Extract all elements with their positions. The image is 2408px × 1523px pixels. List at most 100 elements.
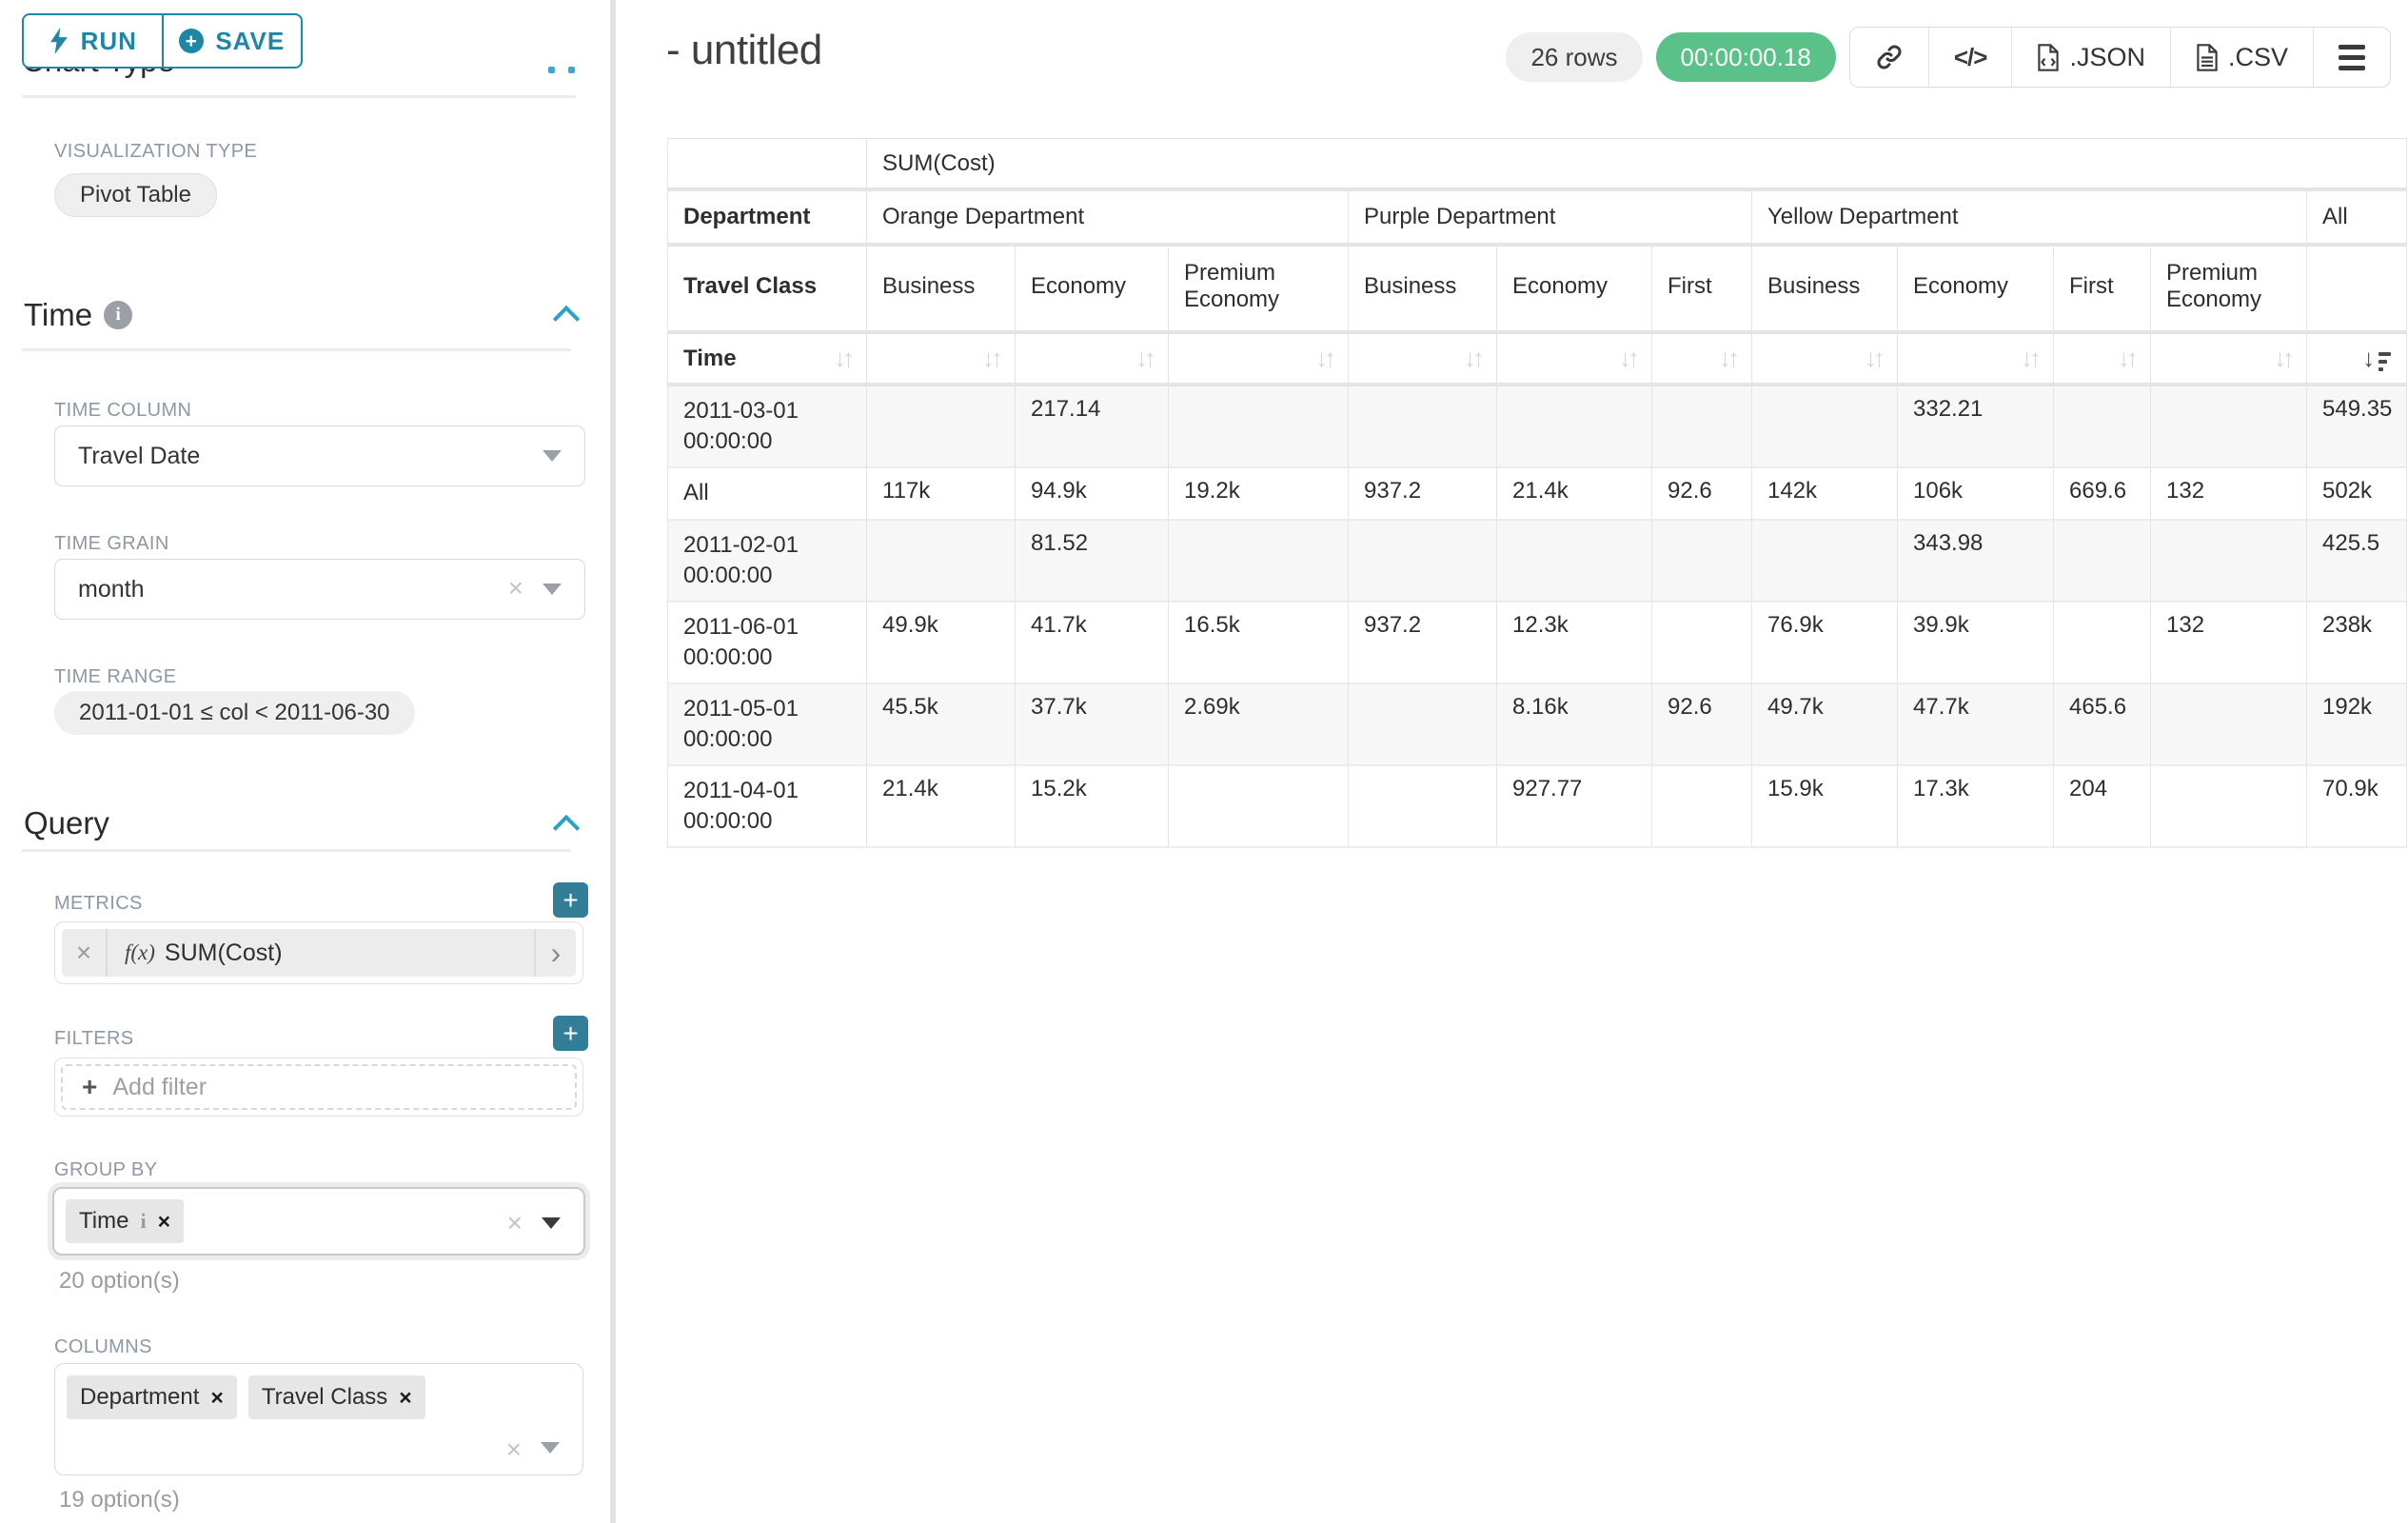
viz-type-pill[interactable]: Pivot Table <box>54 173 217 217</box>
remove-chip-icon[interactable]: × <box>210 1384 224 1410</box>
chevron-right-icon[interactable]: › <box>534 929 576 977</box>
value-cell <box>1349 521 1497 603</box>
view-query-button[interactable]: </> <box>1927 28 2012 87</box>
value-cell <box>1349 766 1497 848</box>
export-json-label: .JSON <box>2069 42 2145 71</box>
chevron-down-icon <box>541 1442 560 1454</box>
panel-resize-divider[interactable] <box>610 0 616 1523</box>
sort-desc-icon[interactable]: ↓ <box>2362 344 2392 373</box>
time-range-pill[interactable]: 2011-01-01 ≤ col < 2011-06-30 <box>54 691 415 735</box>
time-grain-select[interactable]: month × <box>54 559 585 620</box>
add-filter-dropzone[interactable]: + Add filter <box>61 1064 577 1110</box>
value-cell <box>2054 603 2151 684</box>
sort-icon[interactable]: ↓↑ <box>2021 344 2042 372</box>
department-group-header: Yellow Department <box>1752 191 2307 247</box>
remove-chip-icon[interactable]: × <box>157 1208 171 1234</box>
menu-button[interactable] <box>2313 28 2390 87</box>
value-cell: 204 <box>2054 766 2151 848</box>
export-csv-label: .CSV <box>2227 42 2288 71</box>
table-row: 2011-06-01 00:00:00 49.9k 41.7k 16.5k 937.2 1… <box>668 603 2408 684</box>
value-cell: 39.9k <box>1898 603 2054 684</box>
department-group-header: Orange Department <box>867 191 1349 247</box>
department-row-header: Department <box>668 191 867 247</box>
query-section-header[interactable]: Query <box>24 805 109 841</box>
row-label: 2011-05-01 00:00:00 <box>668 684 867 766</box>
columns-select[interactable]: Department × Travel Class × × <box>54 1363 583 1475</box>
value-cell: 70.9k <box>2307 766 2408 848</box>
sort-icon[interactable]: ↓↑ <box>1865 344 1885 372</box>
sort-icon[interactable]: ↓↑ <box>1719 344 1740 372</box>
clear-icon[interactable]: × <box>507 573 523 603</box>
filters-label: FILTERS <box>54 1028 134 1049</box>
columns-chip[interactable]: Travel Class × <box>247 1375 425 1419</box>
function-icon: f(x) <box>125 940 155 964</box>
value-cell: 549.35 <box>2307 386 2408 468</box>
time-label: Time <box>683 345 737 371</box>
metrics-label: METRICS <box>54 893 143 914</box>
value-cell <box>2151 766 2307 848</box>
sort-icon[interactable]: ↓↑ <box>2274 344 2295 372</box>
sort-icon[interactable]: ↓↑ <box>2118 344 2139 372</box>
sort-icon[interactable]: ↓↑ <box>834 344 855 372</box>
value-cell <box>2054 521 2151 603</box>
time-section-title: Time <box>24 297 93 332</box>
table-row: 2011-03-01 00:00:00 217.14 332.21 549.35 <box>668 386 2408 468</box>
value-cell: 132 <box>2151 603 2307 684</box>
drag-handle-dot <box>548 67 555 73</box>
value-cell: 37.7k <box>1016 684 1169 766</box>
value-cell <box>2151 386 2307 468</box>
value-cell <box>1652 603 1752 684</box>
clear-icon[interactable]: × <box>506 1208 523 1237</box>
row-label: 2011-02-01 00:00:00 <box>668 521 867 603</box>
export-json-button[interactable]: .JSON <box>2011 28 2170 87</box>
run-button[interactable]: RUN <box>22 13 163 69</box>
value-cell <box>1497 521 1652 603</box>
value-cell: 47.7k <box>1898 684 2054 766</box>
sort-icon[interactable]: ↓↑ <box>1315 344 1336 372</box>
chart-title[interactable]: - untitled <box>666 27 822 73</box>
chevron-up-icon[interactable] <box>552 305 581 333</box>
add-metric-button[interactable]: + <box>553 882 588 918</box>
chip-label: Time <box>79 1208 129 1234</box>
value-cell <box>1652 386 1752 468</box>
chevron-up-icon[interactable] <box>552 814 581 842</box>
value-cell <box>1169 386 1349 468</box>
time-section-header[interactable]: Time i <box>24 297 133 333</box>
sort-icon[interactable]: ↓↑ <box>1464 344 1485 372</box>
value-cell: 92.6 <box>1652 468 1752 521</box>
sort-icon[interactable]: ↓↑ <box>1619 344 1640 372</box>
value-cell <box>1752 386 1898 468</box>
group-by-select[interactable]: Time i × × <box>52 1187 585 1256</box>
metric-chip[interactable]: × f(x) SUM(Cost) › <box>62 929 576 977</box>
value-cell: 142k <box>1752 468 1898 521</box>
sort-icon[interactable]: ↓↑ <box>1135 344 1156 372</box>
add-filter-button[interactable]: + <box>553 1016 588 1051</box>
drag-handle-dot <box>568 67 575 73</box>
plus-icon: + <box>82 1072 98 1101</box>
remove-metric-icon[interactable]: × <box>62 929 108 977</box>
save-button[interactable]: + SAVE <box>162 13 303 69</box>
value-cell: 937.2 <box>1349 468 1497 521</box>
time-column-label: TIME COLUMN <box>54 400 192 421</box>
value-cell: 217.14 <box>1016 386 1169 468</box>
row-label: 2011-03-01 00:00:00 <box>668 386 867 468</box>
group-by-chip[interactable]: Time i × <box>66 1199 185 1243</box>
remove-chip-icon[interactable]: × <box>399 1384 412 1410</box>
export-csv-button[interactable]: .CSV <box>2169 28 2313 87</box>
value-cell: 927.77 <box>1497 766 1652 848</box>
time-column-value: Travel Date <box>78 442 201 469</box>
value-cell: 238k <box>2307 603 2408 684</box>
columns-chip[interactable]: Department × <box>67 1375 237 1419</box>
file-icon <box>2038 43 2060 71</box>
time-column-select[interactable]: Travel Date <box>54 425 585 486</box>
group-by-label: GROUP BY <box>54 1159 158 1180</box>
value-cell: 425.5 <box>2307 521 2408 603</box>
travel-class-header: Business <box>1752 247 1898 334</box>
clear-icon[interactable]: × <box>505 1434 522 1464</box>
value-cell: 8.16k <box>1497 684 1652 766</box>
value-cell: 92.6 <box>1652 684 1752 766</box>
value-cell: 45.5k <box>867 684 1016 766</box>
value-cell: 15.9k <box>1752 766 1898 848</box>
copy-link-button[interactable] <box>1849 28 1928 87</box>
sort-icon[interactable]: ↓↑ <box>982 344 1003 372</box>
